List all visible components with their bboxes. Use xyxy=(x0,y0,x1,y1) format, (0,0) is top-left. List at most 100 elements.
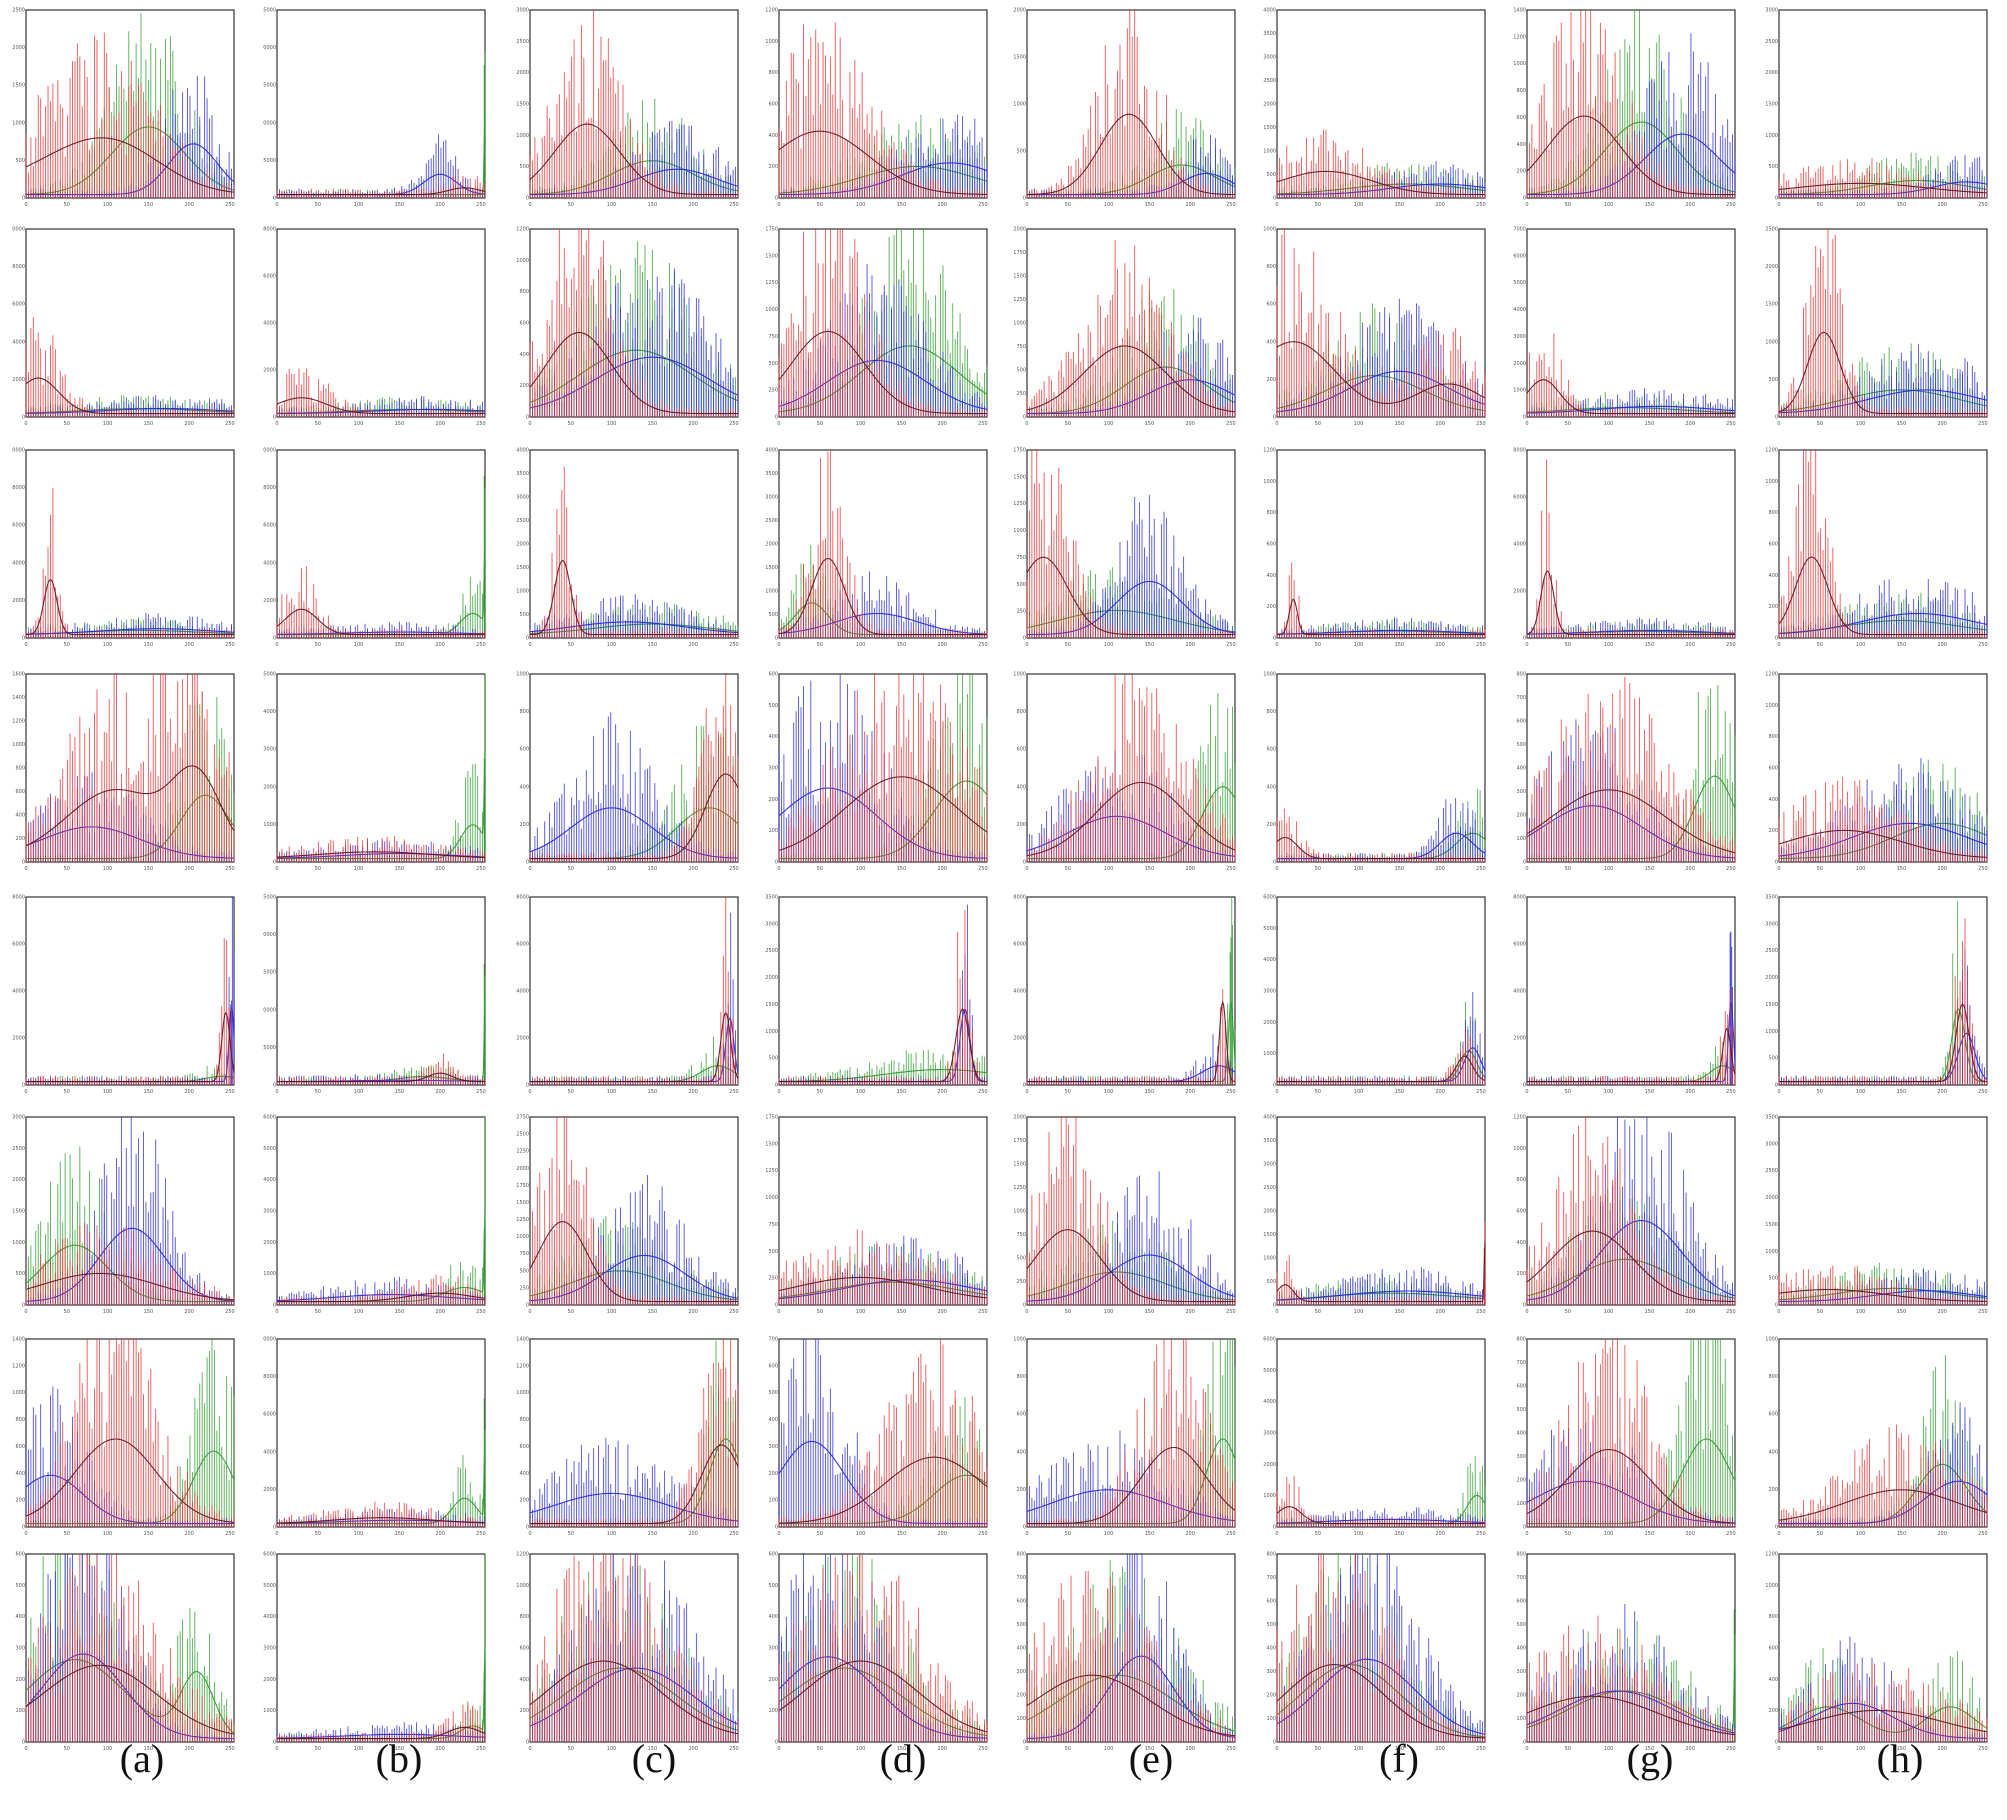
y-tick-label: 1500 xyxy=(1765,302,1778,308)
histogram-svg: 0 50 100 150 200 250 0 500 1000 1500 2000 xyxy=(1013,8,1235,209)
y-tick-label: 0 xyxy=(526,415,529,421)
x-tick-label: 250 xyxy=(729,421,739,427)
x-tick-label: 0 xyxy=(1275,202,1278,208)
x-tick-label: 200 xyxy=(1435,202,1445,208)
plot-frame xyxy=(1778,228,1988,418)
series-red xyxy=(1276,229,1486,417)
y-tick-label: 500 xyxy=(15,158,25,164)
x-tick-label: 200 xyxy=(1685,421,1695,427)
x-tick-label: 150 xyxy=(1645,202,1655,208)
series-red xyxy=(1778,158,1988,198)
x-tick-label: 250 xyxy=(1726,202,1736,208)
x-tick-label: 150 xyxy=(1897,202,1907,208)
x-tick-label: 150 xyxy=(1145,421,1155,427)
y-tick-label: 0 xyxy=(526,196,529,202)
x-tick-label: 50 xyxy=(1565,202,1571,208)
series-red xyxy=(529,10,739,198)
y-tick-label: 800 xyxy=(768,70,778,76)
y-tick-label: 1000 xyxy=(12,120,25,126)
plot-frame xyxy=(1526,9,1736,199)
y-tick-label: 1000 xyxy=(1013,321,1026,327)
x-tick-label: 0 xyxy=(1777,202,1780,208)
y-tick-label: 800 xyxy=(1266,264,1276,270)
x-tick-label: 200 xyxy=(937,421,947,427)
plot-frame xyxy=(1276,228,1486,418)
x-tick-label: 250 xyxy=(1978,202,1988,208)
y-tick-label: 2000 xyxy=(12,598,25,604)
x-tick-label: 0 xyxy=(24,421,27,427)
histogram-panel: 0 50 100 150 200 250 0 200 400 600 800 1000 1200 xyxy=(765,6,991,216)
x-tick-label: 150 xyxy=(1645,421,1655,427)
y-tick-label: 0 xyxy=(1775,196,1778,202)
series-trace-red xyxy=(25,137,235,193)
histogram-panel: 0 50 100 150 200 250 0 1000 2000 3000 4000 5000 6000… xyxy=(1513,225,1739,435)
series-red xyxy=(25,487,235,638)
y-tick-label: 2000 xyxy=(12,45,25,51)
y-tick-label: 0 xyxy=(22,415,25,421)
y-tick-label: 3500 xyxy=(1263,31,1276,37)
x-tick-label: 250 xyxy=(1476,421,1486,427)
x-tick-label: 150 xyxy=(648,202,658,208)
x-tick-label: 50 xyxy=(1817,202,1823,208)
series-trace-red xyxy=(277,187,486,196)
x-tick-label: 150 xyxy=(1395,202,1405,208)
x-tick-label: 0 xyxy=(1525,202,1528,208)
y-tick-label: 3000 xyxy=(1513,334,1526,340)
x-tick-label: 0 xyxy=(24,642,27,648)
series-trace-red xyxy=(1778,331,1987,415)
series-trace-red xyxy=(1026,345,1235,413)
y-tick-label: 0 xyxy=(1775,415,1778,421)
x-tick-label: 200 xyxy=(1937,202,1947,208)
series-red xyxy=(1026,239,1236,417)
histogram-svg: 0 50 100 150 200 250 0 2000 4000 6000 8000 xyxy=(263,227,486,428)
x-tick-label: 250 xyxy=(1726,421,1736,427)
x-tick-label: 100 xyxy=(354,202,364,208)
histogram-panel: 0 50 100 150 200 250 0 200 400 600 800 1000 1200 xyxy=(516,225,742,435)
y-tick-label: 750 xyxy=(1016,344,1026,350)
y-tick-label: 600 xyxy=(768,102,778,108)
y-tick-label: 5000 xyxy=(263,158,276,164)
y-tick-label: 750 xyxy=(768,334,778,340)
y-tick-label: 2500 xyxy=(1765,39,1778,45)
x-tick-label: 50 xyxy=(1565,421,1571,427)
x-tick-label: 200 xyxy=(435,421,445,427)
series-red xyxy=(1276,129,1486,198)
y-tick-label: 8000 xyxy=(12,485,25,491)
x-tick-label: 150 xyxy=(1145,202,1155,208)
x-tick-label: 200 xyxy=(1937,421,1947,427)
x-tick-label: 150 xyxy=(648,421,658,427)
x-tick-label: 100 xyxy=(354,421,364,427)
y-tick-label: 4000 xyxy=(263,321,276,327)
y-tick-label: 500 xyxy=(519,164,529,170)
series-trace-red xyxy=(1276,170,1485,196)
x-tick-label: 100 xyxy=(1856,421,1866,427)
y-tick-label: 2000 xyxy=(1013,8,1026,14)
y-tick-label: 1500 xyxy=(12,83,25,89)
y-tick-label: 400 xyxy=(1516,142,1526,148)
y-tick-label: 0 xyxy=(1273,415,1276,421)
y-tick-label: 2500 xyxy=(12,8,25,14)
x-tick-label: 0 xyxy=(777,421,780,427)
y-tick-label: 1000 xyxy=(1263,227,1276,233)
plot-frame xyxy=(529,228,739,418)
x-tick-label: 0 xyxy=(24,202,27,208)
y-tick-label: 800 xyxy=(519,289,529,295)
series-red xyxy=(1526,333,1736,417)
series-red xyxy=(276,368,486,417)
histogram-panel: 0 50 100 150 200 250 0 2000 4000 6000 8000 xyxy=(263,225,489,435)
series-trace-red xyxy=(25,578,234,636)
x-tick-label: 200 xyxy=(435,202,445,208)
x-tick-label: 150 xyxy=(395,202,405,208)
y-tick-label: 0 xyxy=(775,196,778,202)
x-tick-label: 200 xyxy=(184,421,194,427)
y-tick-label: 1500 xyxy=(765,253,778,259)
y-tick-label: 0 xyxy=(273,196,276,202)
plot-frame xyxy=(276,9,486,199)
histogram-svg: 0 50 100 150 200 250 0 200 400 600 800 1000 1200 xyxy=(516,227,739,428)
histogram-svg: 0 50 100 150 200 250 0 250 500 750 1000 1250 1500 175… xyxy=(1013,227,1236,428)
